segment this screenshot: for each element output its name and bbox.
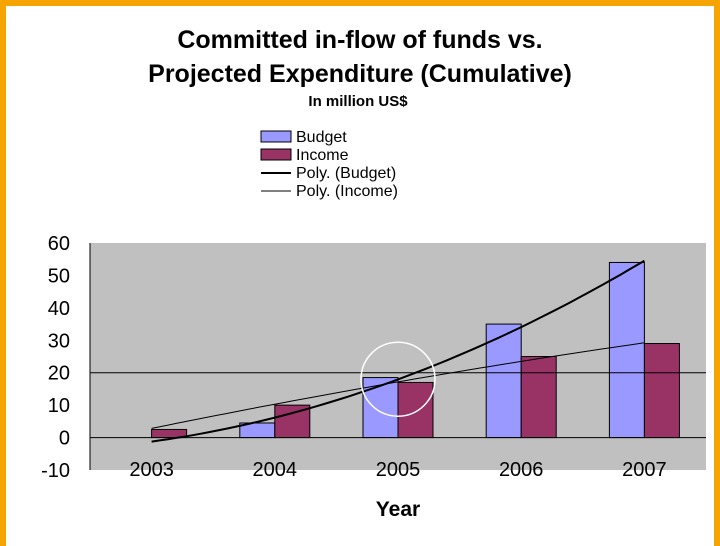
x-tick-label: 2005 xyxy=(376,459,421,481)
chart-title-line-1: Committed in-flow of funds vs. xyxy=(177,26,542,54)
legend-label-income: Income xyxy=(296,147,349,164)
y-tick-label: 0 xyxy=(59,428,70,450)
x-tick-label: 2007 xyxy=(622,459,667,481)
bar-budget-2005 xyxy=(362,377,399,439)
x-axis-title: Year xyxy=(376,498,420,521)
y-tick-label: 20 xyxy=(48,363,70,385)
legend-swatch-budget xyxy=(260,130,292,143)
bar-income-2006 xyxy=(520,356,557,439)
legend-label-poly-income: Poly. (Income) xyxy=(296,183,398,200)
x-tick-label: 2006 xyxy=(499,459,544,481)
x-tick-label: 2004 xyxy=(253,459,298,481)
y-tick-label: 60 xyxy=(48,233,70,255)
legend-label-poly-budget: Poly. (Budget) xyxy=(296,165,396,182)
chart-title-line-2: Projected Expenditure (Cumulative) xyxy=(148,60,572,88)
chart-marks xyxy=(89,243,706,470)
legend: Budget Income Poly. (Budget) Poly. (Inco… xyxy=(260,129,398,200)
chart-subtitle: In million US$ xyxy=(308,93,408,110)
trendline-poly-budget xyxy=(151,259,645,443)
bar-income-2005 xyxy=(397,381,434,439)
annotation-circle-2005 xyxy=(360,341,436,417)
bar-income-2007 xyxy=(643,343,680,439)
y-tick-label: 50 xyxy=(48,265,70,287)
trendline-poly-income xyxy=(151,342,645,429)
y-tick-label: 10 xyxy=(48,395,70,417)
x-tick-label: 2003 xyxy=(129,459,174,481)
legend-swatch-income xyxy=(260,148,292,161)
y-tick-label: -10 xyxy=(41,460,70,482)
y-tick-label: 30 xyxy=(48,330,70,352)
bar-budget-2007 xyxy=(608,261,645,439)
legend-label-budget: Budget xyxy=(296,129,347,146)
y-tick-label: 40 xyxy=(48,298,70,320)
bar-budget-2006 xyxy=(485,323,522,439)
